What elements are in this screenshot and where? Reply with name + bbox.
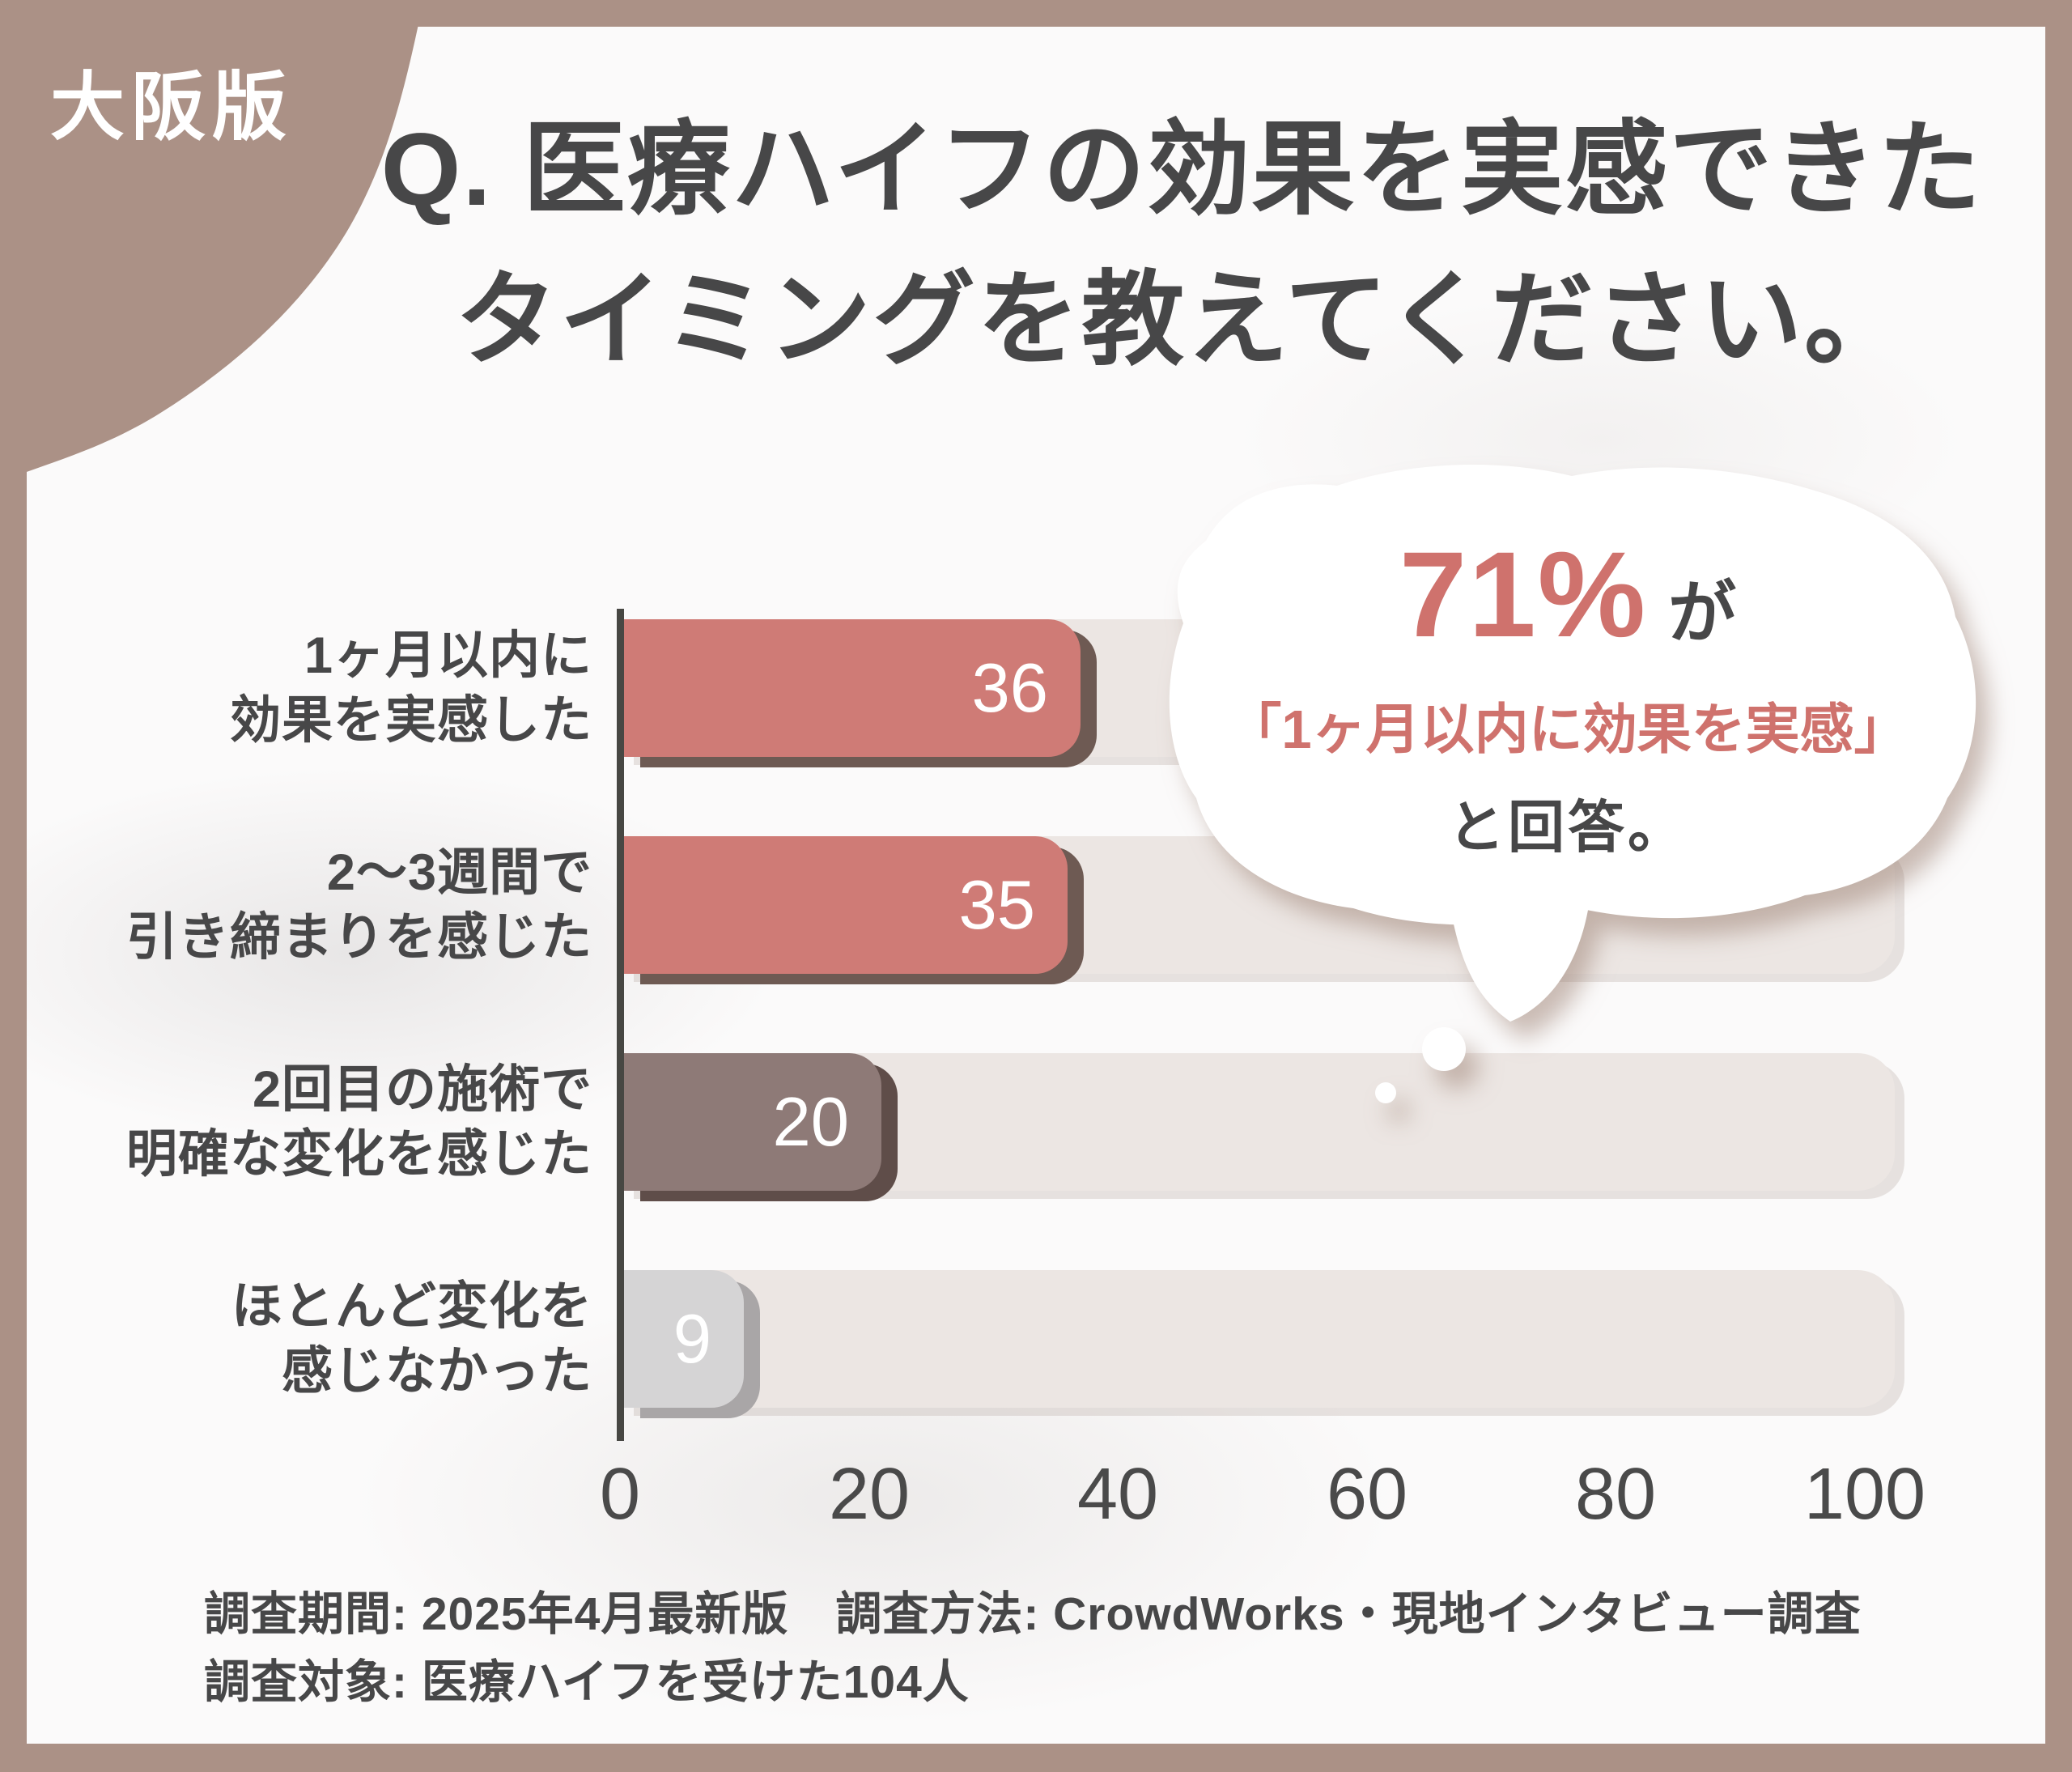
bar-value-1: 36 (971, 650, 1048, 727)
x-tick-0: 0 (599, 1454, 641, 1535)
x-tick-100: 100 (1803, 1454, 1926, 1535)
edition-badge: 大阪版 (50, 66, 294, 149)
category-label-4-line2: 感じなかった (282, 1343, 592, 1400)
bar-value-3: 20 (772, 1084, 849, 1161)
category-label-1: 1ヶ月以内に 効果を実感した (32, 619, 592, 757)
bar-row-4: 9 (624, 1270, 1900, 1408)
callout-headline: 71% が (1175, 525, 1960, 665)
category-label-2: 2〜3週間で 引き締まりを感じた (32, 836, 592, 974)
category-label-2-line1: 2〜3週間で (326, 844, 592, 901)
bar-1: 36 (624, 619, 1081, 757)
x-tick-40: 40 (1076, 1454, 1159, 1535)
bar-3: 20 (624, 1053, 881, 1191)
bar-track-4 (624, 1270, 1895, 1408)
callout-quote: 「1ヶ月以内に効果を実感」 (1227, 699, 1909, 760)
category-label-3-line2: 明確な変化を感じた (126, 1126, 592, 1183)
bar-row-3: 20 (624, 1053, 1900, 1191)
page-title: Q. 医療ハイフの効果を実感できた タイミングを教えてください。 (348, 94, 2015, 395)
bar-value-4: 9 (673, 1301, 711, 1378)
category-label-1-line1: 1ヶ月以内に (304, 627, 592, 684)
survey-notes: 調査期間: 2025年4月最新版 調査方法: CrowdWorks・現地インタビ… (204, 1580, 1862, 1716)
category-label-4-line1: ほとんど変化を (231, 1278, 592, 1335)
callout: 71% が 「1ヶ月以内に効果を実感」 と回答。 (1175, 525, 1960, 864)
x-tick-60: 60 (1326, 1454, 1408, 1535)
callout-answer: と回答。 (1448, 796, 1688, 859)
category-label-3-line1: 2回目の施術で (252, 1061, 592, 1118)
bar-4: 9 (624, 1270, 744, 1408)
category-label-1-line2: 効果を実感した (230, 692, 592, 749)
callout-percent: 71% (1399, 526, 1648, 662)
category-label-3: 2回目の施術で 明確な変化を感じた (32, 1053, 592, 1191)
bar-2: 35 (624, 836, 1068, 974)
survey-note-line1: 調査期間: 2025年4月最新版 調査方法: CrowdWorks・現地インタビ… (204, 1588, 1862, 1640)
page-title-line2: タイミングを教えてください。 (455, 262, 1909, 377)
callout-percent-suffix: が (1668, 575, 1737, 651)
page-title-line1: Q. 医療ハイフの効果を実感できた (380, 112, 1983, 227)
category-label-4: ほとんど変化を 感じなかった (32, 1270, 592, 1408)
y-axis-line (617, 609, 624, 1441)
category-label-2-line2: 引き締まりを感じた (126, 909, 592, 966)
x-tick-20: 20 (828, 1454, 911, 1535)
bar-value-2: 35 (958, 867, 1035, 944)
x-tick-80: 80 (1574, 1454, 1657, 1535)
survey-note-line2: 調査対象: 医療ハイフを受けた104人 (204, 1656, 970, 1708)
